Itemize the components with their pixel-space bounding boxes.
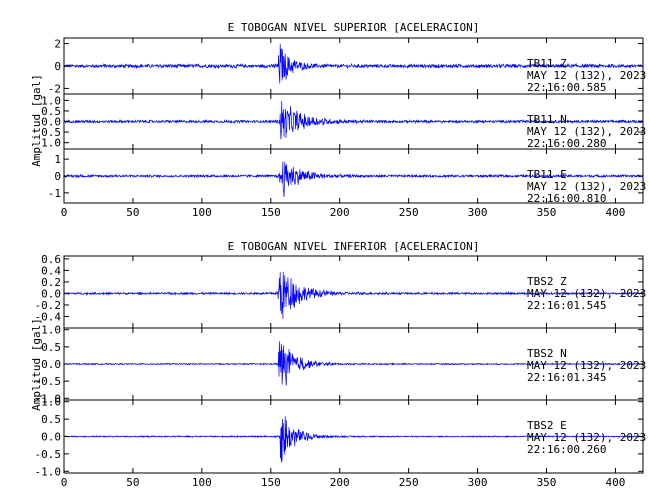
x-tick-label: 250 — [399, 476, 419, 489]
panel-title: E TOBOGAN NIVEL SUPERIOR [ACELERACION] — [228, 21, 480, 34]
trace-time: 22:16:01.345 — [527, 371, 606, 384]
y-tick-label: -0.5 — [35, 375, 62, 388]
y-tick-label: -0.4 — [35, 310, 62, 323]
x-tick-label: 350 — [537, 476, 557, 489]
x-tick-label: 50 — [126, 476, 139, 489]
y-tick-label: 1.0 — [41, 137, 61, 150]
x-tick-label: 0 — [61, 206, 68, 219]
trace-time: 22:16:00.280 — [527, 137, 606, 150]
trace-station-label: TBS2 Z — [527, 275, 567, 288]
x-tick-label: 300 — [468, 476, 488, 489]
trace-date: MAY 12 (132), 2023 — [527, 287, 646, 300]
waveform-trace — [63, 161, 644, 197]
y-tick-label: -1 — [48, 187, 61, 200]
x-tick-label: 300 — [468, 206, 488, 219]
waveform-trace — [63, 341, 644, 386]
y-tick-label: -2 — [48, 82, 61, 95]
y-tick-label: -0.2 — [35, 299, 62, 312]
y-tick-label: 0.5 — [41, 105, 61, 118]
trace-date: MAY 12 (132), 2023 — [527, 180, 646, 193]
waveform-trace — [64, 43, 644, 84]
y-tick-label: -1.0 — [35, 465, 62, 478]
trace-station-label: TB11 N — [527, 113, 567, 126]
y-tick-label: 0.0 — [41, 287, 61, 300]
y-tick-label: 0.4 — [41, 264, 61, 277]
x-tick-label: 100 — [192, 206, 212, 219]
y-tick-label: 0.0 — [41, 431, 61, 444]
x-tick-label: 200 — [330, 476, 350, 489]
x-tick-label: 150 — [261, 206, 281, 219]
trace-date: MAY 12 (132), 2023 — [527, 359, 646, 372]
x-tick-label: 400 — [605, 476, 625, 489]
trace-time: 22:16:00.260 — [527, 443, 606, 456]
y-tick-label: 2 — [54, 38, 61, 51]
y-tick-label: 0.5 — [41, 126, 61, 139]
x-tick-label: 150 — [261, 476, 281, 489]
y-tick-label: 0.5 — [41, 413, 61, 426]
x-tick-label: 50 — [126, 206, 139, 219]
trace-station-label: TBS2 N — [527, 347, 567, 360]
y-tick-label: 1 — [54, 153, 61, 166]
panel-title: E TOBOGAN NIVEL INFERIOR [ACELERACION] — [228, 240, 480, 253]
y-tick-label: -1.0 — [35, 392, 62, 405]
x-tick-label: 400 — [605, 206, 625, 219]
trace-station-label: TB11 Z — [527, 57, 567, 70]
x-tick-label: 200 — [330, 206, 350, 219]
y-tick-label: 0 — [54, 60, 61, 73]
x-tick-label: 250 — [399, 206, 419, 219]
trace-date: MAY 12 (132), 2023 — [527, 69, 646, 82]
trace-time: 22:16:01.545 — [527, 299, 606, 312]
y-tick-label: 0 — [54, 170, 61, 183]
waveform-trace — [63, 100, 644, 140]
y-tick-label: 0.0 — [41, 358, 61, 371]
trace-station-label: TB11 E — [527, 168, 567, 181]
y-tick-label: 1.0 — [41, 94, 61, 107]
x-tick-label: 0 — [61, 476, 68, 489]
waveform-trace — [63, 271, 644, 320]
y-tick-label: -0.5 — [35, 448, 62, 461]
y-axis-label: Amplitud [gal] — [30, 318, 43, 411]
trace-date: MAY 12 (132), 2023 — [527, 125, 646, 138]
y-axis-label: Amplitud [gal] — [30, 74, 43, 167]
x-tick-label: 350 — [537, 206, 557, 219]
y-tick-label: 0.5 — [41, 341, 61, 354]
waveform-trace — [63, 416, 644, 463]
y-tick-label: 0.0 — [41, 116, 61, 129]
y-tick-label: 1.0 — [41, 396, 61, 409]
y-tick-label: 0.2 — [41, 276, 61, 289]
trace-time: 22:16:00.810 — [527, 192, 606, 205]
trace-date: MAY 12 (132), 2023 — [527, 431, 646, 444]
trace-station-label: TBS2 E — [527, 419, 567, 432]
trace-time: 22:16:00.585 — [527, 81, 606, 94]
y-tick-label: 1.0 — [41, 324, 61, 337]
x-tick-label: 100 — [192, 476, 212, 489]
y-tick-label: 0.6 — [41, 253, 61, 266]
